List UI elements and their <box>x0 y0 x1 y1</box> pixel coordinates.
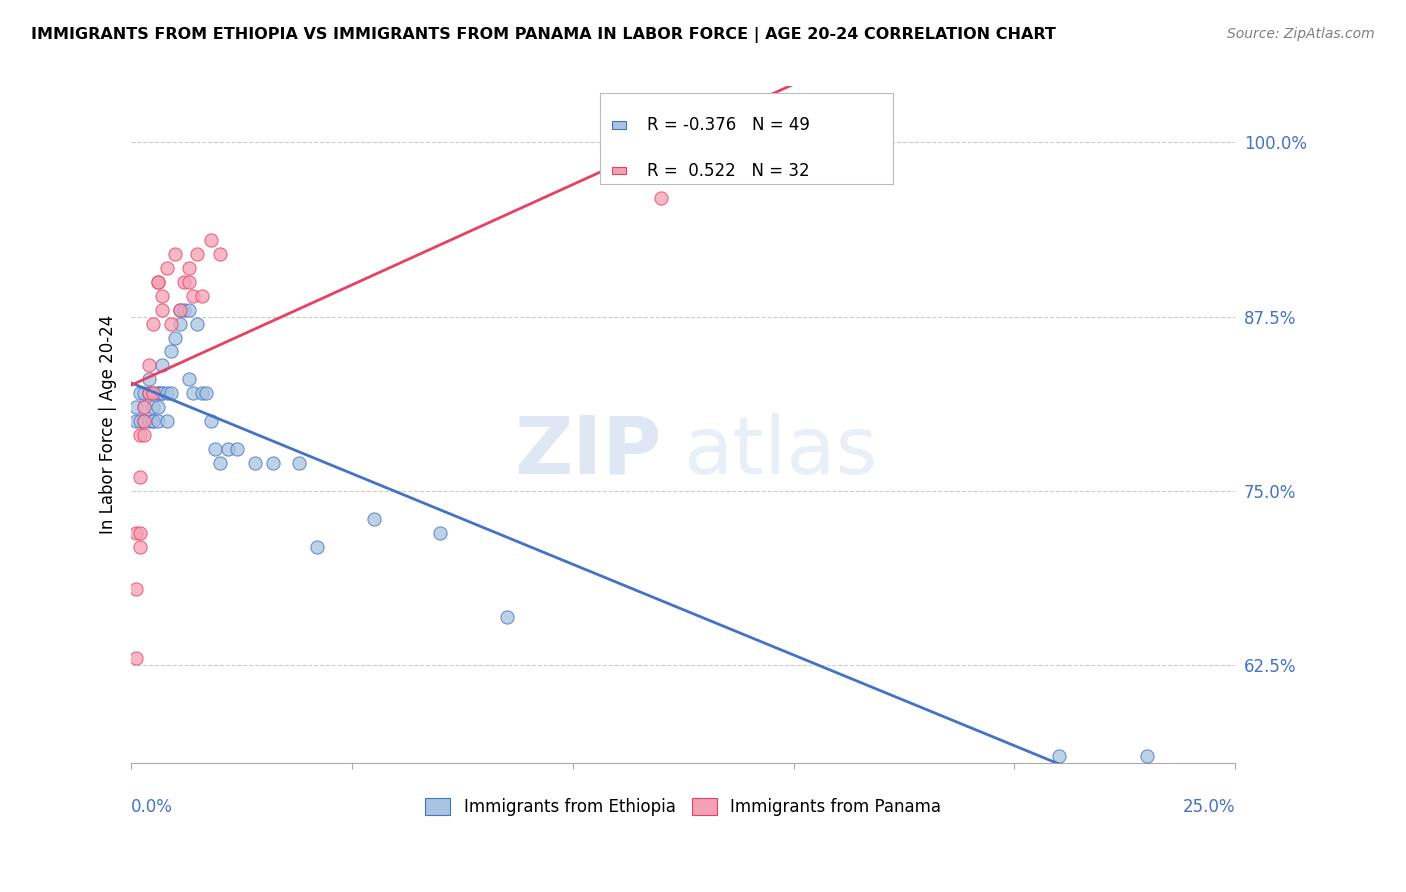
Point <box>177 260 200 275</box>
Point <box>208 247 231 261</box>
Point <box>134 386 156 401</box>
Point <box>169 317 191 331</box>
Point <box>217 442 239 457</box>
Point <box>195 386 218 401</box>
Point <box>761 135 783 149</box>
Point <box>124 651 146 665</box>
Point <box>129 525 152 540</box>
Point <box>129 428 152 442</box>
Point <box>169 302 191 317</box>
Point <box>181 386 204 401</box>
Point <box>173 302 195 317</box>
Point <box>177 372 200 386</box>
Point <box>186 247 208 261</box>
Point <box>138 414 160 428</box>
Point <box>305 540 328 554</box>
Point <box>169 302 191 317</box>
Point <box>146 386 169 401</box>
Point <box>124 401 146 415</box>
Point <box>150 302 173 317</box>
Point <box>142 414 165 428</box>
Text: 0.0%: 0.0% <box>131 798 173 816</box>
Point <box>191 288 214 302</box>
Point <box>134 401 156 415</box>
Y-axis label: In Labor Force | Age 20-24: In Labor Force | Age 20-24 <box>100 315 117 534</box>
Point <box>363 512 385 526</box>
Point <box>160 386 183 401</box>
Point <box>495 609 517 624</box>
Point <box>124 414 146 428</box>
Point <box>155 414 177 428</box>
Point <box>124 582 146 596</box>
Point <box>129 386 152 401</box>
Point <box>129 414 152 428</box>
Point <box>142 401 165 415</box>
Text: atlas: atlas <box>683 413 877 491</box>
Point <box>1047 749 1070 764</box>
Point <box>200 414 222 428</box>
Point <box>150 386 173 401</box>
Point <box>650 191 672 205</box>
Point <box>288 456 311 470</box>
Point <box>146 275 169 289</box>
Point <box>226 442 249 457</box>
Point <box>142 414 165 428</box>
Point <box>177 275 200 289</box>
Text: Source: ZipAtlas.com: Source: ZipAtlas.com <box>1227 27 1375 41</box>
Point <box>150 359 173 373</box>
Point <box>165 330 187 344</box>
Legend: Immigrants from Ethiopia, Immigrants from Panama: Immigrants from Ethiopia, Immigrants fro… <box>419 791 948 822</box>
Point <box>150 288 173 302</box>
Point <box>200 233 222 247</box>
Point <box>165 247 187 261</box>
Point <box>262 456 284 470</box>
Point <box>146 386 169 401</box>
Point <box>134 414 156 428</box>
Point <box>134 414 156 428</box>
Point <box>146 401 169 415</box>
Point <box>1136 749 1159 764</box>
Point <box>177 302 200 317</box>
Point <box>142 317 165 331</box>
Point <box>138 386 160 401</box>
Point <box>243 456 266 470</box>
Point <box>155 386 177 401</box>
Point <box>142 386 165 401</box>
Point <box>173 275 195 289</box>
Point <box>150 386 173 401</box>
Point <box>146 414 169 428</box>
Text: ZIP: ZIP <box>515 413 661 491</box>
Point <box>138 372 160 386</box>
Point <box>160 317 183 331</box>
Point <box>181 288 204 302</box>
Text: IMMIGRANTS FROM ETHIOPIA VS IMMIGRANTS FROM PANAMA IN LABOR FORCE | AGE 20-24 CO: IMMIGRANTS FROM ETHIOPIA VS IMMIGRANTS F… <box>31 27 1056 43</box>
Point <box>191 386 214 401</box>
Point <box>134 401 156 415</box>
Point <box>155 260 177 275</box>
Point <box>186 317 208 331</box>
Text: 25.0%: 25.0% <box>1182 798 1236 816</box>
Point <box>129 470 152 484</box>
Point <box>160 344 183 359</box>
Point <box>204 442 226 457</box>
Point <box>146 275 169 289</box>
Point <box>142 386 165 401</box>
Point <box>138 386 160 401</box>
Point <box>429 525 451 540</box>
Point <box>134 428 156 442</box>
Point <box>129 540 152 554</box>
Point <box>138 359 160 373</box>
Point <box>124 525 146 540</box>
Point <box>208 456 231 470</box>
